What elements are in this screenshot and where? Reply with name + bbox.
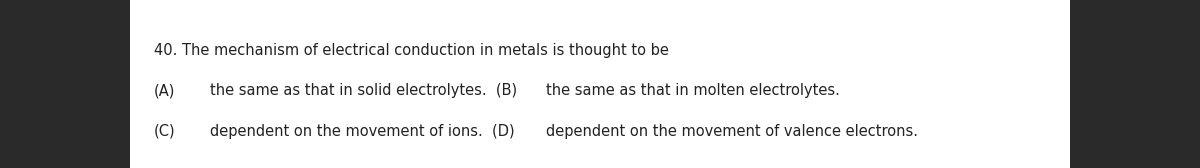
Text: the same as that in solid electrolytes.  (B): the same as that in solid electrolytes. … <box>210 83 517 98</box>
Text: the same as that in molten electrolytes.: the same as that in molten electrolytes. <box>546 83 840 98</box>
Text: dependent on the movement of ions.  (D): dependent on the movement of ions. (D) <box>210 123 515 139</box>
Text: 40. The mechanism of electrical conduction in metals is thought to be: 40. The mechanism of electrical conducti… <box>154 43 668 58</box>
Text: (A): (A) <box>154 83 175 98</box>
Text: (C): (C) <box>154 123 175 139</box>
Text: dependent on the movement of valence electrons.: dependent on the movement of valence ele… <box>546 123 918 139</box>
